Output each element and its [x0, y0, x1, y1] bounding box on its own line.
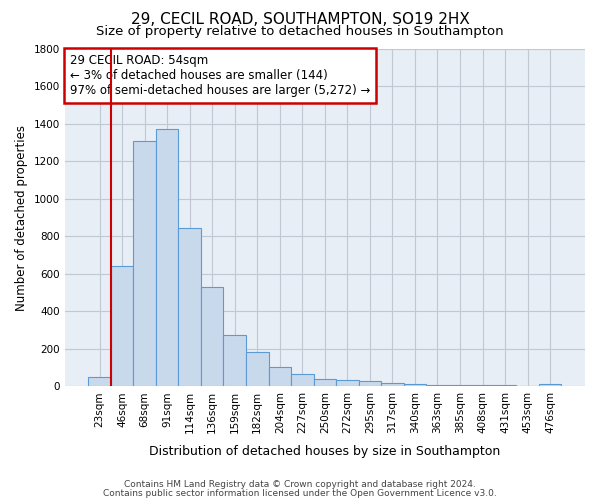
Text: Size of property relative to detached houses in Southampton: Size of property relative to detached ho… [96, 25, 504, 38]
Bar [314, 379, 336, 386]
Bar [291, 374, 314, 386]
Bar [201, 287, 223, 386]
Text: Contains public sector information licensed under the Open Government Licence v3: Contains public sector information licen… [103, 488, 497, 498]
Bar [111, 266, 133, 386]
Bar [381, 383, 404, 386]
Text: Contains HM Land Registry data © Crown copyright and database right 2024.: Contains HM Land Registry data © Crown c… [124, 480, 476, 489]
Bar [88, 377, 111, 386]
Bar [223, 335, 246, 386]
Y-axis label: Number of detached properties: Number of detached properties [15, 124, 28, 310]
Bar [133, 141, 156, 386]
Bar [336, 380, 359, 386]
Text: 29, CECIL ROAD, SOUTHAMPTON, SO19 2HX: 29, CECIL ROAD, SOUTHAMPTON, SO19 2HX [131, 12, 469, 28]
Bar [246, 352, 269, 386]
Bar [156, 128, 178, 386]
Bar [539, 384, 562, 386]
Bar [269, 366, 291, 386]
Bar [178, 228, 201, 386]
Bar [449, 385, 471, 386]
Bar [404, 384, 426, 386]
Text: 29 CECIL ROAD: 54sqm
← 3% of detached houses are smaller (144)
97% of semi-detac: 29 CECIL ROAD: 54sqm ← 3% of detached ho… [70, 54, 370, 97]
Bar [426, 384, 449, 386]
X-axis label: Distribution of detached houses by size in Southampton: Distribution of detached houses by size … [149, 444, 500, 458]
Bar [359, 381, 381, 386]
